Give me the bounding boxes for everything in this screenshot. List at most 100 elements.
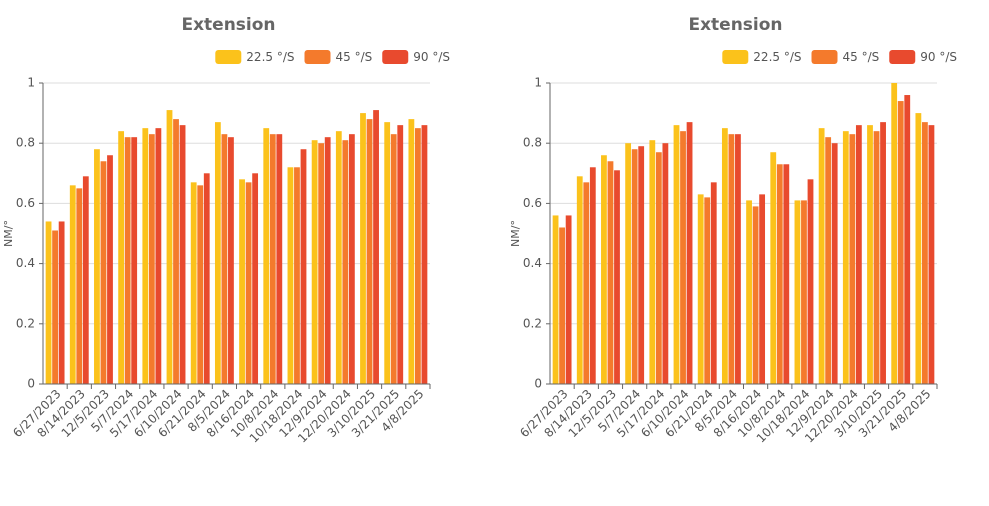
bar [559, 227, 565, 384]
bar [373, 110, 379, 384]
legend-label: 22.5 °/S [246, 50, 294, 64]
bar [801, 200, 807, 384]
bar [324, 137, 331, 384]
bar [673, 125, 680, 384]
legend-swatch [811, 50, 838, 64]
bar [904, 95, 911, 384]
bar [638, 146, 645, 384]
legend-label: 90 °/S [413, 50, 450, 64]
bar [390, 134, 397, 384]
bar [783, 164, 790, 384]
bar [552, 215, 559, 384]
bar [680, 131, 686, 384]
bar [735, 134, 741, 384]
legend-swatch [889, 50, 916, 64]
bar [384, 122, 391, 384]
bar [408, 119, 415, 385]
y-tick-label: 0.6 [16, 196, 35, 210]
legend-swatch [722, 50, 749, 64]
bar [818, 128, 825, 384]
bar [928, 125, 935, 384]
bar [897, 101, 904, 384]
bar [746, 200, 752, 384]
y-axis-label: NM/° [509, 220, 522, 247]
legend-label: 45 °/S [843, 50, 880, 64]
bar [807, 179, 814, 384]
bar [214, 122, 221, 384]
bar [263, 128, 270, 384]
bar [589, 167, 596, 384]
y-tick-label: 0.8 [16, 136, 35, 150]
bar [849, 134, 856, 384]
chart: ExtensionNM/°00.20.40.60.816/27/20238/14… [509, 15, 957, 446]
bar [166, 110, 173, 384]
bar [825, 137, 832, 384]
bar [107, 155, 113, 384]
bar [179, 125, 186, 384]
y-tick-label: 1 [27, 76, 35, 90]
bar [294, 167, 300, 384]
bar [759, 194, 766, 384]
bar [82, 176, 89, 384]
bar [397, 125, 404, 384]
chart: ExtensionNM/°00.20.40.60.816/27/20238/14… [2, 15, 450, 446]
bar [342, 140, 349, 384]
bar [69, 185, 76, 384]
bar [252, 173, 259, 384]
bar [601, 155, 607, 384]
chart-title: Extension [181, 15, 275, 35]
bar [415, 128, 421, 384]
bar [318, 143, 325, 384]
bar [576, 176, 583, 384]
bar [721, 128, 728, 384]
bar [228, 137, 234, 384]
bar [704, 197, 711, 384]
bar [190, 182, 197, 384]
bar [625, 143, 632, 384]
legend-label: 45 °/S [336, 50, 373, 64]
y-tick-label: 0.8 [523, 136, 542, 150]
bar [662, 143, 669, 384]
y-tick-label: 0.2 [16, 316, 35, 330]
bar [142, 128, 149, 384]
bar [614, 170, 620, 384]
y-tick-label: 0.6 [523, 196, 542, 210]
bar [124, 137, 131, 384]
bar [565, 215, 572, 384]
bar [245, 182, 252, 384]
bar [867, 125, 873, 384]
bar [922, 122, 928, 384]
bar [311, 140, 318, 384]
bar [76, 188, 83, 384]
bar [173, 119, 179, 385]
bar [52, 230, 58, 384]
bar [655, 152, 662, 384]
y-tick-label: 1 [534, 76, 542, 90]
bar [686, 122, 693, 384]
chart-title: Extension [688, 15, 782, 35]
bar [276, 134, 283, 384]
bar [348, 134, 355, 384]
legend-swatch [382, 50, 409, 64]
bar [880, 122, 886, 384]
legend-swatch [304, 50, 331, 64]
y-tick-label: 0.2 [523, 316, 542, 330]
bar [197, 185, 204, 384]
bar [131, 137, 138, 384]
bar [583, 182, 590, 384]
bar [607, 161, 614, 384]
y-tick-label: 0.4 [523, 256, 542, 270]
bar [45, 221, 52, 384]
bar [366, 119, 373, 385]
bar [915, 113, 922, 384]
legend-label: 90 °/S [920, 50, 957, 64]
bar [842, 131, 849, 384]
bar [155, 128, 162, 384]
y-tick-label: 0.4 [16, 256, 35, 270]
bar [855, 125, 862, 384]
bar [752, 206, 759, 384]
bar [728, 134, 735, 384]
y-axis-label: NM/° [2, 220, 15, 247]
legend-label: 22.5 °/S [753, 50, 801, 64]
